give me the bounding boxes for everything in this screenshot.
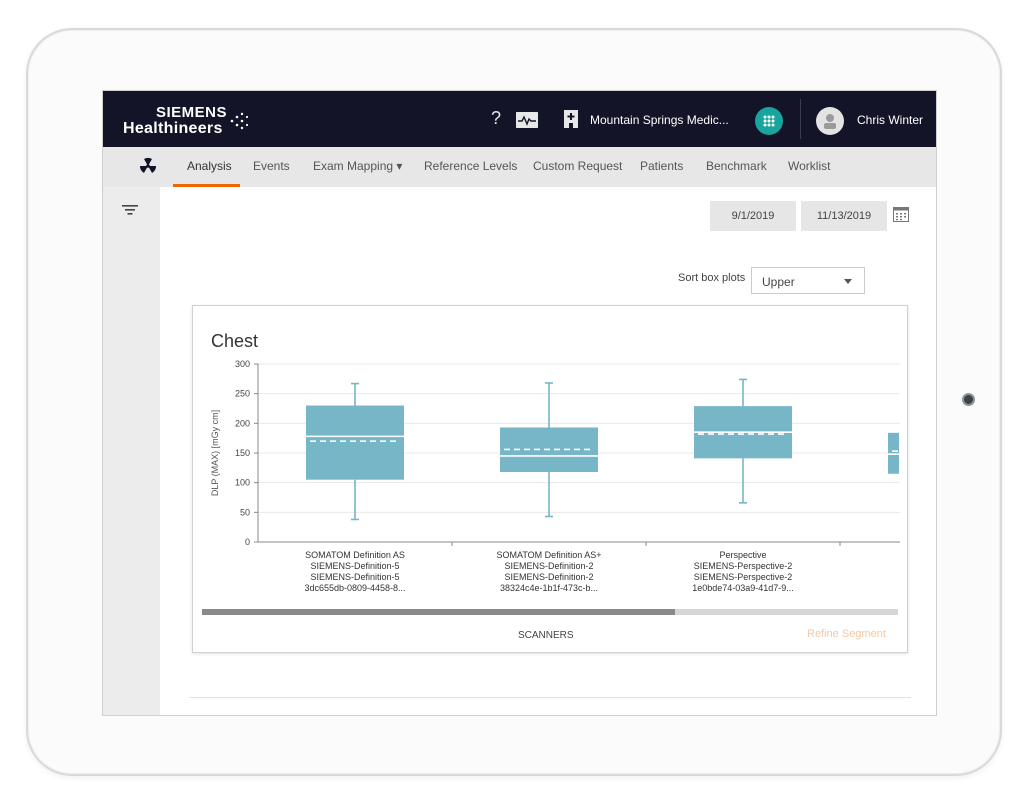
x-tick-label: 3dc655db-0809-4458-8... [304,583,405,593]
apps-grid-button[interactable] [755,107,783,135]
main-nav: Analysis Events Exam Mapping ▾ Reference… [103,147,936,187]
help-icon[interactable]: ? [491,108,502,128]
x-tick-label: SIEMENS-Definition-5 [310,572,399,582]
brand-line1: SIEMENS [155,104,227,121]
chevron-down-icon [844,279,852,284]
x-tick-label: 1e0bde74-03a9-41d7-9... [692,583,794,593]
facility-selector[interactable]: Mountain Springs Medic... [590,113,729,127]
tablet-camera [962,393,975,406]
section-divider [189,697,911,698]
top-bar: SIEMENS Healthineers ? Mountain Springs … [103,91,936,147]
x-tick-label: SIEMENS-Definition-5 [310,561,399,571]
sort-label: Sort box plots [678,272,746,284]
tab-custom-request[interactable]: Custom Request [533,159,623,173]
user-icon [824,114,836,129]
box-group[interactable] [694,378,792,504]
tab-worklist[interactable]: Worklist [788,159,831,173]
y-tick-label: 0 [245,537,250,547]
active-tab-indicator [173,184,240,187]
chart-scrollbar-thumb[interactable] [202,609,676,615]
x-tick-label: SOMATOM Definition AS+ [497,550,602,560]
y-tick-label: 50 [240,507,250,517]
tab-exam-mapping[interactable]: Exam Mapping ▾ [313,159,403,173]
box-group[interactable] [306,382,404,521]
siemens-logo: SIEMENS Healthineers [123,105,227,137]
user-name[interactable]: Chris Winter [857,113,924,127]
tab-reference-levels[interactable]: Reference Levels [424,159,518,173]
y-axis-label: DLP (MAX) [mGy cm] [210,410,220,496]
chart-title: Chest [211,331,259,351]
box [306,405,404,480]
app-screen: SIEMENS Healthineers ? Mountain Springs … [102,90,937,716]
x-tick-label: 38324c4e-1b1f-473c-b... [500,583,598,593]
box-group[interactable] [500,382,598,518]
y-tick-label: 100 [235,478,250,488]
x-tick-label: SIEMENS-Definition-2 [504,561,593,571]
y-tick-label: 150 [235,448,250,458]
tab-events[interactable]: Events [253,159,290,173]
x-tick-label: Perspective [719,550,766,560]
y-tick-label: 300 [235,359,250,369]
sidebar [103,187,160,715]
monitor-icon[interactable] [516,112,538,128]
avatar[interactable] [816,107,844,135]
x-tick-label: SIEMENS-Perspective-2 [694,572,793,582]
brand-line2: Healthineers [123,120,223,137]
x-tick-label: SIEMENS-Definition-2 [504,572,593,582]
start-date-input[interactable]: 9/1/2019 [710,201,796,231]
tab-analysis[interactable]: Analysis [187,159,232,173]
hospital-icon[interactable] [564,110,578,128]
radiation-icon [139,157,157,173]
refine-segment-link[interactable]: Refine Segment [807,628,886,640]
x-axis-label: SCANNERS [518,630,574,641]
box-group[interactable] [888,432,900,474]
x-tick-label: SOMATOM Definition AS [305,550,405,560]
logo-dots-icon [230,112,249,130]
calendar-icon[interactable] [893,206,909,222]
box-plot-chart: DLP (MAX) [mGy cm] 0 50 100 150 200 250 300 SOMA… [210,359,900,593]
y-tick-label: 200 [235,418,250,428]
box [888,432,899,474]
end-date-input[interactable]: 11/13/2019 [801,201,887,231]
filter-icon[interactable] [122,204,138,218]
y-tick-label: 250 [235,389,250,399]
tab-patients[interactable]: Patients [640,159,684,173]
tab-benchmark[interactable]: Benchmark [706,159,767,173]
sort-value: Upper [762,275,795,289]
header-divider [800,99,801,139]
grid-icon [763,115,775,127]
sort-select[interactable]: Upper [751,267,865,294]
x-tick-label: SIEMENS-Perspective-2 [694,561,793,571]
